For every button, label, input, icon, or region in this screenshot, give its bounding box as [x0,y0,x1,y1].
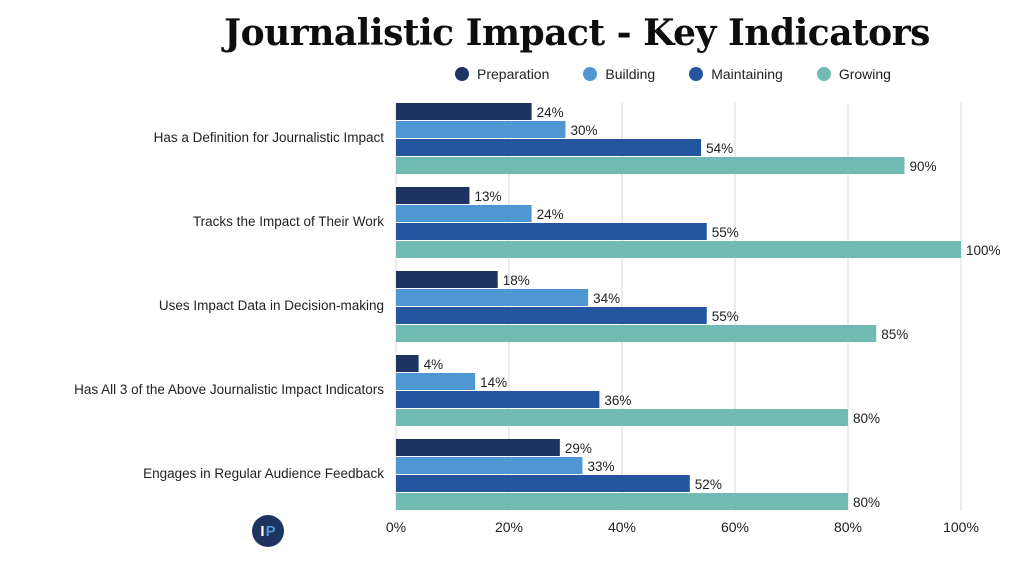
bar-value-label: 54% [706,141,733,156]
bar-growing [396,241,961,258]
category-label: Has All 3 of the Above Journalistic Impa… [74,382,384,397]
bar-value-label: 30% [571,123,598,138]
bar-growing [396,157,905,174]
bar-building [396,205,532,222]
bar-building [396,289,589,306]
bar-maintaining [396,307,707,324]
bar-value-label: 33% [587,459,614,474]
bar-value-label: 18% [503,273,530,288]
legend-swatch [583,67,598,81]
legend-item-growing: Growing [816,66,891,82]
bar-value-label: 85% [881,327,908,342]
bar-maintaining [396,223,707,240]
legend-item-maintaining: Maintaining [689,66,783,82]
x-tick-label: 0% [386,519,406,535]
x-tick-label: 100% [943,519,979,535]
category-label: Has a Definition for Journalistic Impact [154,130,385,145]
bar-value-label: 80% [853,411,880,426]
bar-preparation [396,103,532,120]
bar-value-label: 52% [695,477,722,492]
bar-growing [396,325,877,342]
bar-building [396,373,476,390]
bar-preparation [396,355,419,372]
bar-maintaining [396,391,600,408]
legend-swatch [455,67,469,81]
bar-building [396,121,566,138]
bar-preparation [396,187,470,204]
legend-label: Preparation [477,66,550,82]
legend-swatch [689,67,704,81]
bar-value-label: 80% [853,495,880,510]
category-label: Engages in Regular Audience Feedback [143,466,384,481]
category-label: Uses Impact Data in Decision-making [159,298,384,313]
bar-value-label: 90% [910,159,937,174]
bar-value-label: 55% [712,309,739,324]
bar-maintaining [396,139,702,156]
legend: Preparation Building Maintaining Growing [455,66,925,82]
legend-label: Growing [838,66,891,82]
legend-swatch [816,67,831,81]
bar-value-label: 4% [424,357,444,372]
bar-value-label: 34% [593,291,620,306]
legend-item-preparation: Preparation [455,66,549,82]
x-tick-label: 40% [608,519,636,535]
bar-value-label: 36% [604,393,631,408]
x-tick-label: 20% [495,519,523,535]
legend-label: Building [605,66,656,82]
bar-value-label: 55% [712,225,739,240]
legend-label: Maintaining [711,66,783,82]
logo-letter-i: I [260,522,265,540]
bar-growing [396,493,848,510]
bar-preparation [396,271,498,288]
legend-item-building: Building [583,66,655,82]
bar-maintaining [396,475,690,492]
bar-value-label: 14% [480,375,507,390]
logo-letter-p: P [265,522,276,540]
chart-title: Journalistic Impact - Key Indicators [224,12,930,54]
bar-value-label: 29% [565,441,592,456]
category-label: Tracks the Impact of Their Work [193,214,384,229]
bar-value-label: 24% [537,105,564,120]
x-tick-label: 80% [834,519,862,535]
bar-preparation [396,439,560,456]
bar-building [396,457,583,474]
bar-value-label: 13% [474,189,501,204]
bar-value-label: 24% [537,207,564,222]
bar-growing [396,409,848,426]
bar-value-label: 100% [966,243,1001,258]
x-tick-label: 60% [721,519,749,535]
